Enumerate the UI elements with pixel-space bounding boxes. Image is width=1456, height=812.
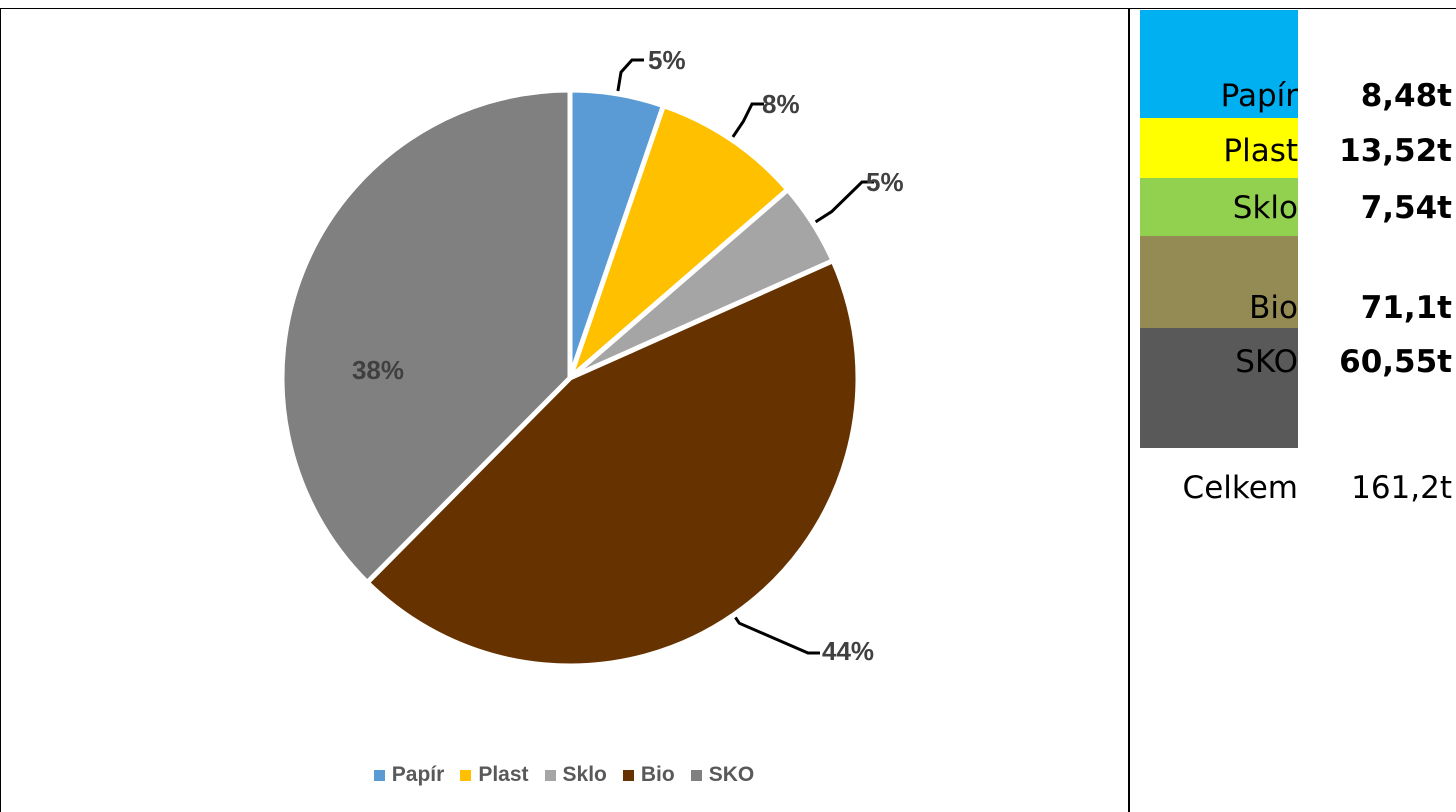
column-divider — [1128, 8, 1130, 812]
summary-value-sko: 60,55t — [1339, 344, 1452, 380]
legend-swatch-sklo — [544, 769, 556, 781]
legend-item-sko: SKO — [690, 763, 755, 787]
legend-label-bio: Bio — [640, 763, 675, 786]
legend-label-sko: SKO — [708, 763, 755, 786]
legend-item-papir: Papír — [373, 763, 445, 787]
summary-label-bio: Bio — [1249, 290, 1298, 326]
legend-swatch-sko — [690, 769, 702, 781]
data-label-plast: 8% — [762, 89, 800, 119]
legend-swatch-papir — [373, 769, 385, 781]
data-label-papir: 5% — [648, 45, 686, 75]
legend-label-plast: Plast — [478, 763, 529, 786]
chart-legend: Papír Plast Sklo Bio SKO — [0, 760, 1128, 790]
legend-item-plast: Plast — [460, 763, 529, 787]
legend-swatch-bio — [622, 769, 634, 781]
summary-block-sklo — [1140, 178, 1298, 236]
summary-block-sko — [1140, 328, 1298, 448]
legend-item-sklo: Sklo — [544, 763, 607, 787]
leader-line-papir — [616, 58, 644, 92]
summary-label-plast: Plast — [1223, 133, 1298, 169]
data-label-sklo: 5% — [866, 167, 904, 197]
summary-block-bio — [1140, 236, 1298, 328]
leader-line-bio — [734, 616, 820, 655]
legend-label-papir: Papír — [391, 763, 445, 786]
data-label-bio: 44% — [822, 636, 874, 666]
pie-chart: 5% 8% 5% 44% 38% — [279, 44, 904, 669]
summary-block-papir — [1140, 10, 1298, 118]
summary-block-plast — [1140, 118, 1298, 178]
summary-total-value: 161,2t — [1351, 470, 1452, 506]
summary-value-sklo: 7,54t — [1360, 190, 1452, 226]
summary-label-sko: SKO — [1235, 344, 1298, 380]
summary-value-bio: 71,1t — [1360, 290, 1452, 326]
pie-slice-sko — [279, 87, 573, 585]
pie-slice-bio — [364, 258, 861, 669]
summary-value-plast: 13,52t — [1339, 133, 1452, 169]
leader-line-sklo — [814, 180, 874, 224]
data-label-sko: 38% — [352, 355, 404, 385]
legend-swatch-plast — [460, 769, 472, 781]
summary-label-sklo: Sklo — [1232, 190, 1298, 226]
pie-slice-plast — [567, 103, 791, 381]
leader-line-plast — [731, 102, 764, 138]
page-frame — [0, 8, 1456, 812]
summary-label-papir: Papír — [1220, 78, 1298, 114]
summary-total-label: Celkem — [1182, 470, 1298, 506]
legend-item-bio: Bio — [622, 763, 675, 787]
legend-label-sklo: Sklo — [562, 763, 607, 786]
summary-value-papir: 8,48t — [1360, 78, 1452, 114]
